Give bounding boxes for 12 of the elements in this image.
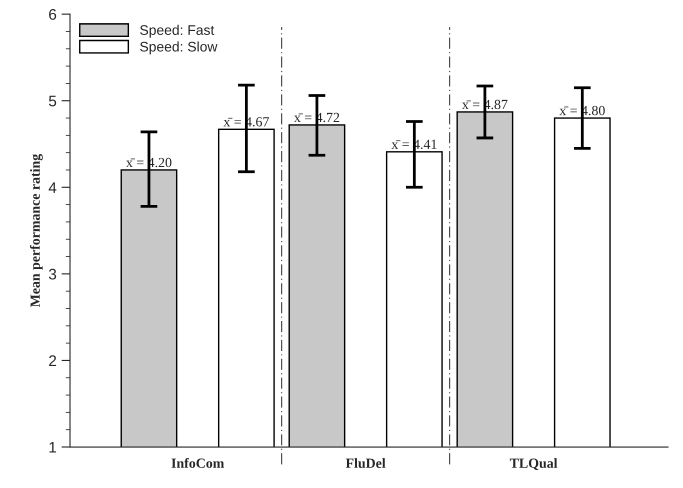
x-tick-label: FluDel	[346, 458, 386, 468]
y-axis-title: Mean performance rating	[30, 154, 43, 308]
y-tick-label: 4	[48, 182, 56, 193]
y-tick-label: 3	[48, 268, 56, 280]
x-tick-label: TLQual	[510, 458, 558, 470]
y-tick-label: 5	[48, 96, 56, 106]
legend-label: Speed: Slow	[140, 41, 218, 54]
y-tick-label: 2	[49, 355, 56, 366]
legend-label: Speed: Fast	[140, 24, 214, 38]
y-tick-label: 1	[49, 442, 56, 453]
y-tick-label: 6	[49, 9, 56, 20]
x-tick-label: InfoCom	[172, 458, 224, 468]
